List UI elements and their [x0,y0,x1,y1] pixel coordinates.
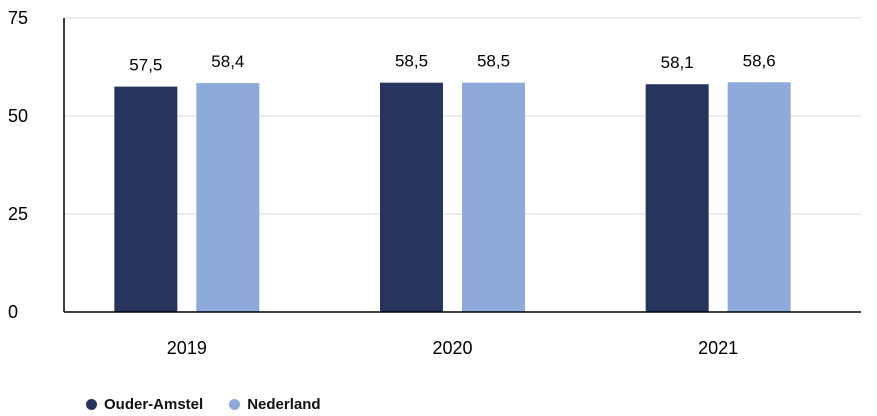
bar-ouder-amstel-2021 [645,84,709,312]
x-axis-ticks: 2019 2020 2021 [167,338,738,358]
legend-marker-nederland [229,399,241,410]
data-labels: 57,5 58,4 58,5 58,5 58,1 58,6 [129,51,775,74]
y-axis-ticks: 0 25 50 75 [8,8,28,322]
legend: Ouder-Amstel Nederland [86,396,321,413]
bar-ouder-amstel-2019 [114,86,178,312]
y-tick-label: 75 [8,8,28,28]
legend-marker-ouder-amstel [86,399,97,410]
y-tick-label: 0 [8,302,18,322]
x-tick-label: 2019 [167,338,207,358]
legend-label-nederland: Nederland [247,396,321,413]
data-label: 58,5 [477,52,510,71]
bar-nederland-2021 [727,82,791,313]
legend-item-ouder-amstel: Ouder-Amstel [86,396,203,413]
bars [114,82,791,313]
data-label: 57,5 [129,56,162,75]
x-tick-label: 2020 [432,338,472,358]
legend-label-ouder-amstel: Ouder-Amstel [104,396,204,413]
data-label: 58,4 [211,52,244,71]
x-tick-label: 2021 [698,338,738,358]
y-tick-label: 50 [8,106,28,126]
data-label: 58,6 [743,51,776,70]
data-label: 58,1 [661,53,694,72]
data-label: 58,5 [395,52,428,71]
y-tick-label: 25 [8,204,28,224]
legend-item-nederland: Nederland [229,396,321,413]
bar-nederland-2019 [196,83,260,313]
bar-nederland-2020 [462,82,525,313]
bar-ouder-amstel-2020 [380,82,443,313]
